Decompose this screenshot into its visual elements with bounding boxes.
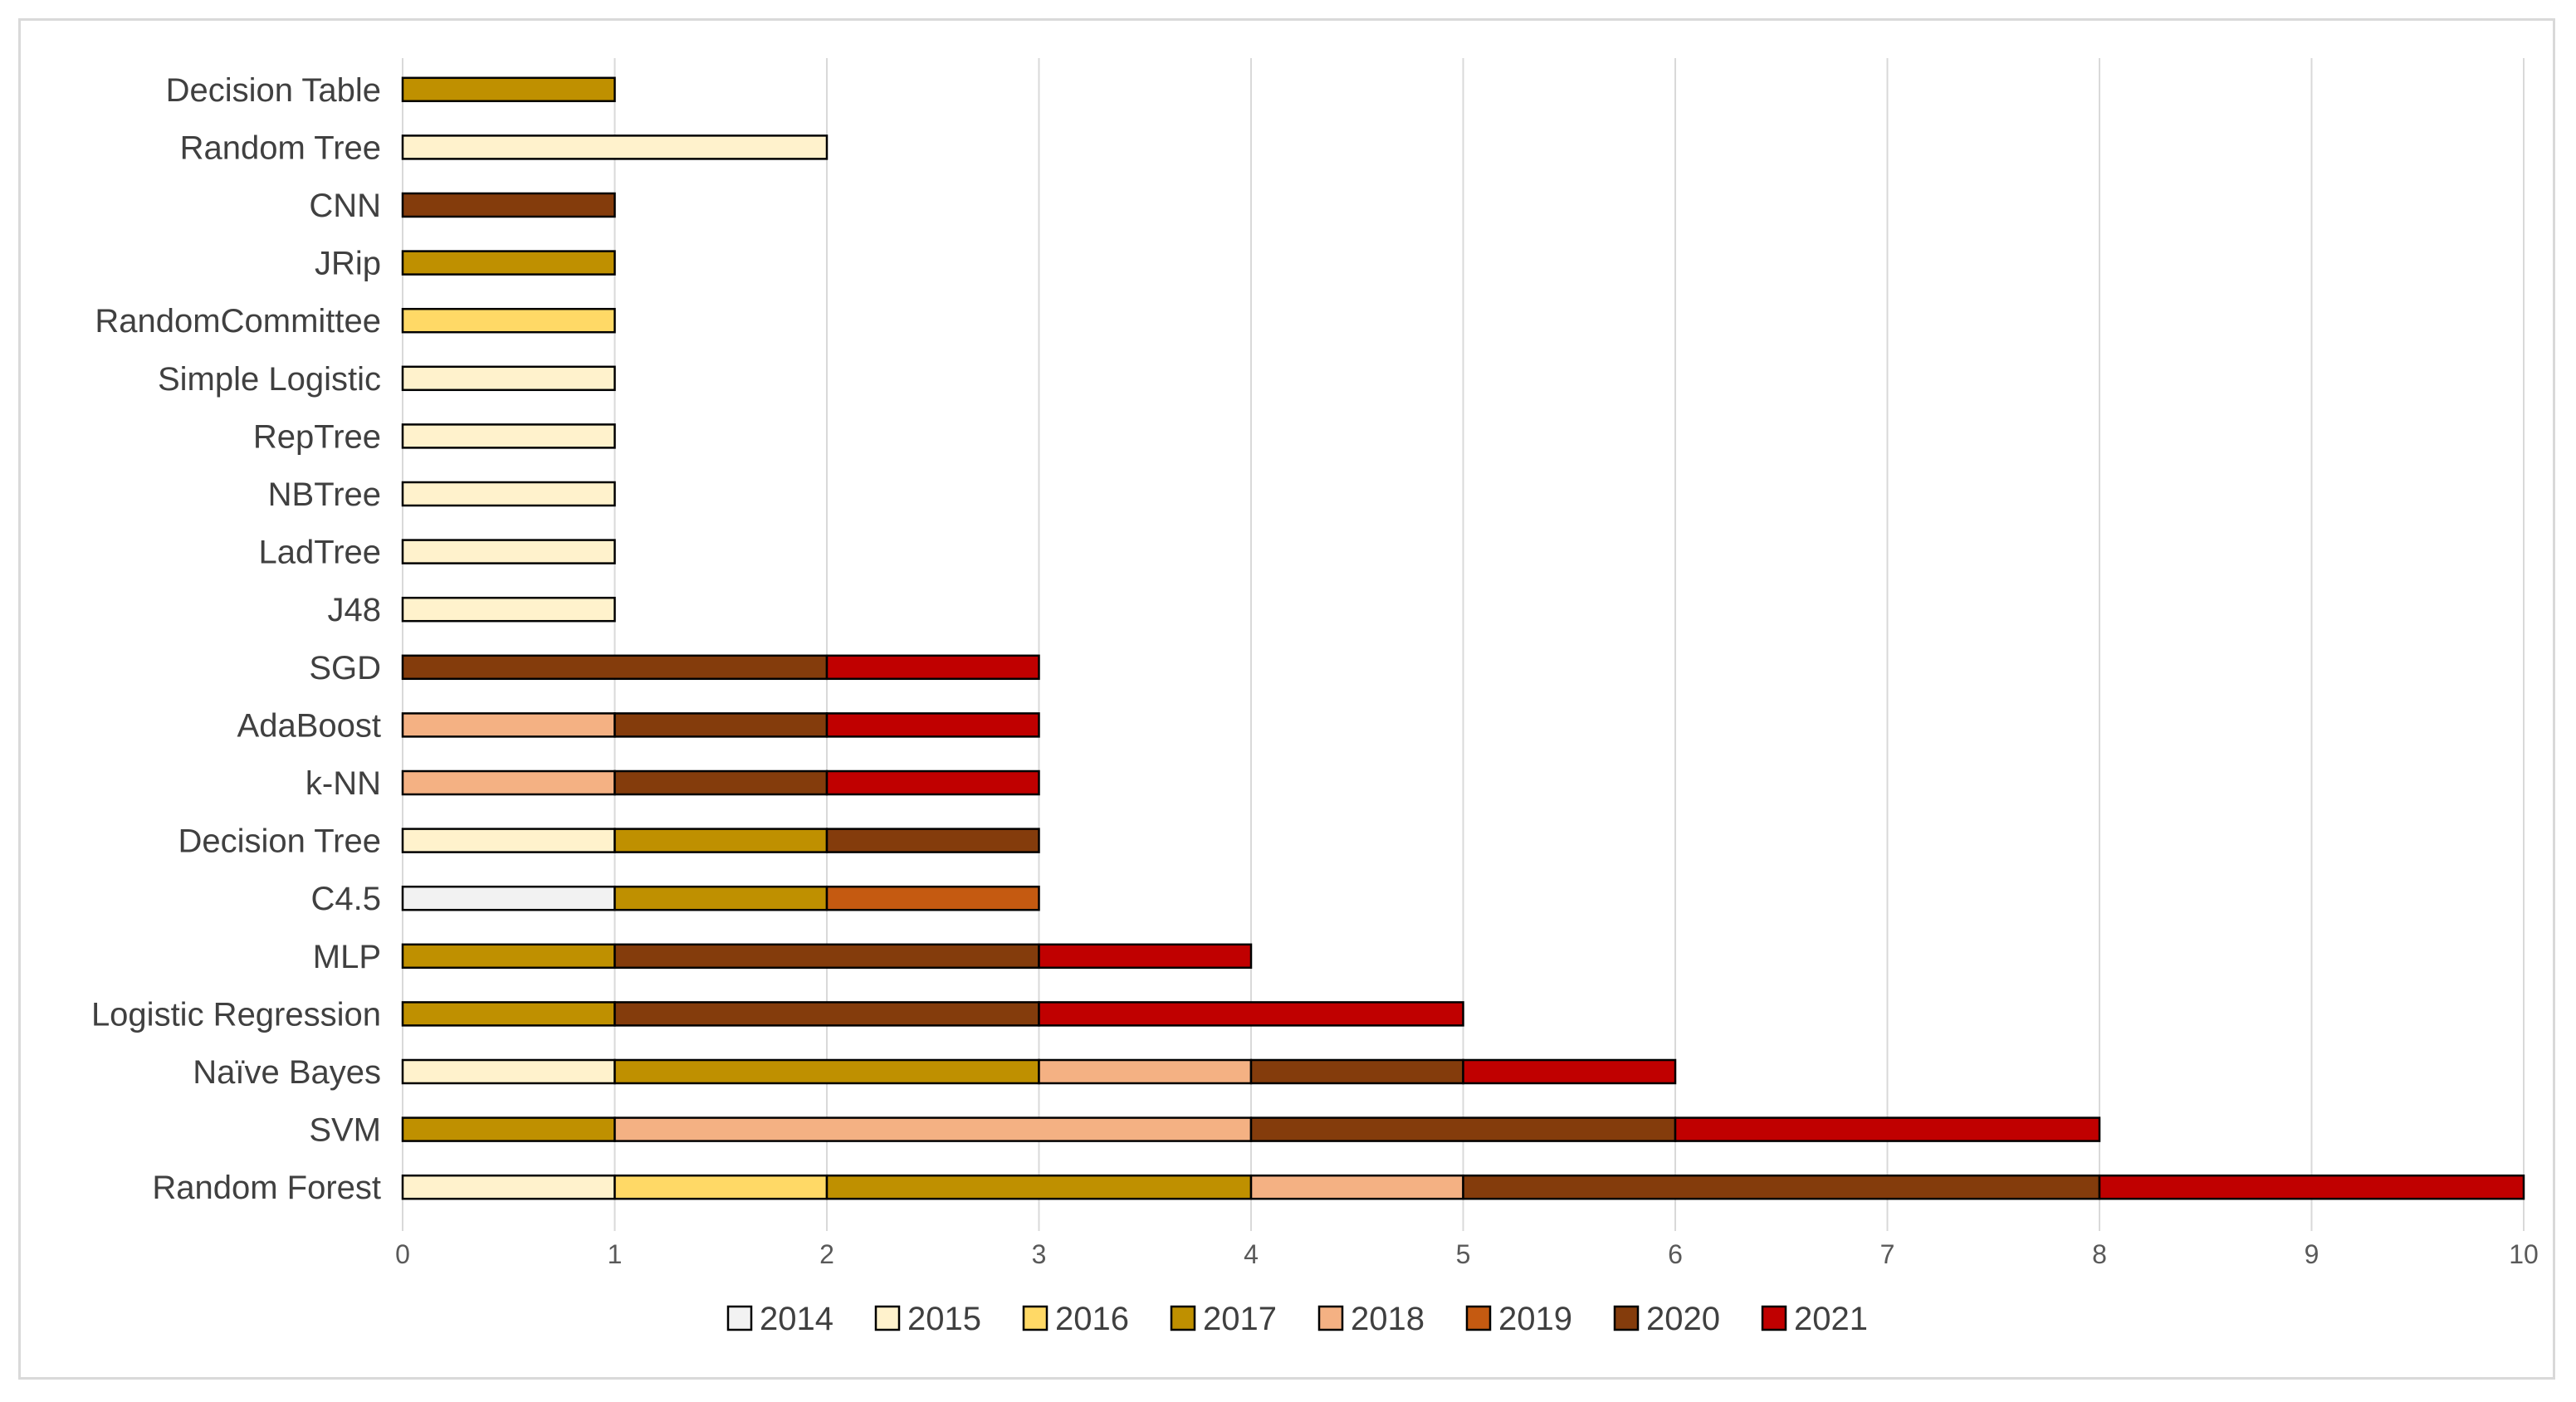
category-label-k-nn: k-NN xyxy=(306,765,381,802)
x-tick-label-1: 1 xyxy=(608,1239,623,1269)
bar-random-forest-2018 xyxy=(1249,1174,1464,1200)
legend-swatch-2021 xyxy=(1761,1305,1787,1331)
bar-decision-tree-2017 xyxy=(613,828,829,853)
bar-ladtree-2015 xyxy=(401,539,616,564)
legend-swatch-2017 xyxy=(1170,1305,1196,1331)
legend: 2014 2015 2016 2017 2018 2019 2020 2021 xyxy=(726,1301,1868,1337)
bar-k-nn-2021 xyxy=(825,769,1040,796)
bar-naive-bayes-2020 xyxy=(1249,1058,1464,1085)
gridlines xyxy=(402,58,2525,1231)
category-labels: Random Forest SVM Naïve Bayes Logistic Regr… xyxy=(91,72,381,1206)
bar-naive-bayes-2015 xyxy=(401,1058,616,1085)
legend-swatch-2014 xyxy=(726,1305,753,1331)
x-tick-label-6: 6 xyxy=(1668,1239,1683,1269)
legend-label-2016: 2016 xyxy=(1055,1301,1129,1337)
chart-frame: Random Forest SVM Naïve Bayes Logistic Regr… xyxy=(18,18,2555,1380)
bar-c4-5-2017 xyxy=(613,885,829,911)
bar-decision-tree-2020 xyxy=(825,828,1040,853)
x-tick-labels: 0 1 2 3 4 5 6 7 8 9 10 xyxy=(395,1239,2539,1269)
bar-adaboost-2020 xyxy=(613,712,829,738)
legend-label-2017: 2017 xyxy=(1203,1301,1277,1337)
category-label-c4-5: C4.5 xyxy=(311,881,382,917)
bar-logistic-regression-2020 xyxy=(613,1001,1040,1027)
category-label-mlp: MLP xyxy=(313,939,381,975)
bar-simple-logistic-2015 xyxy=(401,365,616,392)
legend-label-2018: 2018 xyxy=(1351,1301,1425,1337)
x-tick-label-8: 8 xyxy=(2092,1239,2107,1269)
bar-logistic-regression-2017 xyxy=(401,1001,616,1027)
legend-swatch-2019 xyxy=(1465,1305,1492,1331)
bar-jrip-2017 xyxy=(401,250,616,276)
x-tick-label-2: 2 xyxy=(819,1239,834,1269)
category-label-adaboost: AdaBoost xyxy=(237,707,381,744)
category-label-decision-tree: Decision Tree xyxy=(178,823,381,860)
bar-mlp-2020 xyxy=(613,943,1040,970)
bar-svm-2018 xyxy=(613,1116,1253,1142)
category-label-jrip: JRip xyxy=(315,246,381,282)
bar-sgd-2021 xyxy=(825,654,1040,681)
bar-random-forest-2016 xyxy=(613,1174,829,1200)
x-tick-label-7: 7 xyxy=(1880,1239,1895,1269)
legend-swatch-2018 xyxy=(1317,1305,1344,1331)
bar-random-forest-2015 xyxy=(401,1174,616,1200)
legend-swatch-2016 xyxy=(1022,1305,1048,1331)
legend-label-2014: 2014 xyxy=(760,1301,833,1337)
category-label-svm: SVM xyxy=(309,1112,381,1149)
bar-k-nn-2020 xyxy=(613,769,829,796)
category-label-ladtree: LadTree xyxy=(259,535,382,571)
bar-adaboost-2018 xyxy=(401,712,616,738)
category-label-random-tree: Random Tree xyxy=(180,129,381,166)
bar-cnn-2020 xyxy=(401,192,616,218)
bar-mlp-2021 xyxy=(1038,943,1253,970)
bar-c4-5-2014 xyxy=(401,885,616,911)
bars xyxy=(401,76,2525,1200)
legend-label-2021: 2021 xyxy=(1794,1301,1868,1337)
bar-naive-bayes-2017 xyxy=(613,1058,1040,1085)
x-tick-label-3: 3 xyxy=(1032,1239,1047,1269)
bar-mlp-2017 xyxy=(401,943,616,970)
bar-random-tree-2015 xyxy=(401,134,829,160)
x-tick-label-4: 4 xyxy=(1244,1239,1259,1269)
x-tick-label-0: 0 xyxy=(395,1239,410,1269)
bar-randomcommittee-2016 xyxy=(401,307,616,334)
bar-naive-bayes-2018 xyxy=(1038,1058,1253,1085)
legend-swatch-2015 xyxy=(874,1305,901,1331)
bar-sgd-2020 xyxy=(401,654,829,681)
x-tick-label-5: 5 xyxy=(1456,1239,1471,1269)
category-label-cnn: CNN xyxy=(309,188,381,224)
category-label-j48: J48 xyxy=(328,592,382,628)
stacked-bar-chart: Random Forest SVM Naïve Bayes Logistic Regr… xyxy=(91,58,2539,1337)
legend-label-2020: 2020 xyxy=(1646,1301,1720,1337)
bar-svm-2020 xyxy=(1249,1116,1677,1142)
x-tick-label-10: 10 xyxy=(2509,1239,2539,1269)
category-label-randomcommittee: RandomCommittee xyxy=(95,303,381,340)
category-label-random-forest: Random Forest xyxy=(152,1170,381,1206)
x-tick-label-9: 9 xyxy=(2305,1239,2319,1269)
bar-svm-2017 xyxy=(401,1116,616,1142)
bar-c4-5-2019 xyxy=(825,885,1040,911)
bar-random-forest-2020 xyxy=(1462,1174,2101,1200)
bar-k-nn-2018 xyxy=(401,769,616,796)
bar-nbtree-2015 xyxy=(401,481,616,507)
bar-svm-2021 xyxy=(1674,1116,2101,1142)
category-label-sgd: SGD xyxy=(309,650,381,686)
category-label-logistic-regression: Logistic Regression xyxy=(91,996,381,1033)
category-label-nbtree: NBTree xyxy=(268,476,381,513)
category-label-naive-bayes: Naïve Bayes xyxy=(193,1054,381,1091)
bar-logistic-regression-2021 xyxy=(1038,1001,1464,1027)
bar-random-forest-2017 xyxy=(825,1174,1253,1200)
category-label-reptree: RepTree xyxy=(253,418,381,455)
bar-decision-table-2017 xyxy=(401,76,616,103)
legend-label-2015: 2015 xyxy=(907,1301,981,1337)
category-label-simple-logistic: Simple Logistic xyxy=(158,361,381,398)
legend-label-2019: 2019 xyxy=(1498,1301,1572,1337)
bar-j48-2015 xyxy=(401,596,616,623)
bar-adaboost-2021 xyxy=(825,712,1040,738)
bar-decision-tree-2015 xyxy=(401,828,616,853)
bar-random-forest-2021 xyxy=(2098,1174,2525,1200)
bar-reptree-2015 xyxy=(401,423,616,449)
bar-naive-bayes-2021 xyxy=(1462,1058,1677,1085)
category-label-decision-table: Decision Table xyxy=(166,72,381,109)
legend-swatch-2020 xyxy=(1613,1305,1640,1331)
